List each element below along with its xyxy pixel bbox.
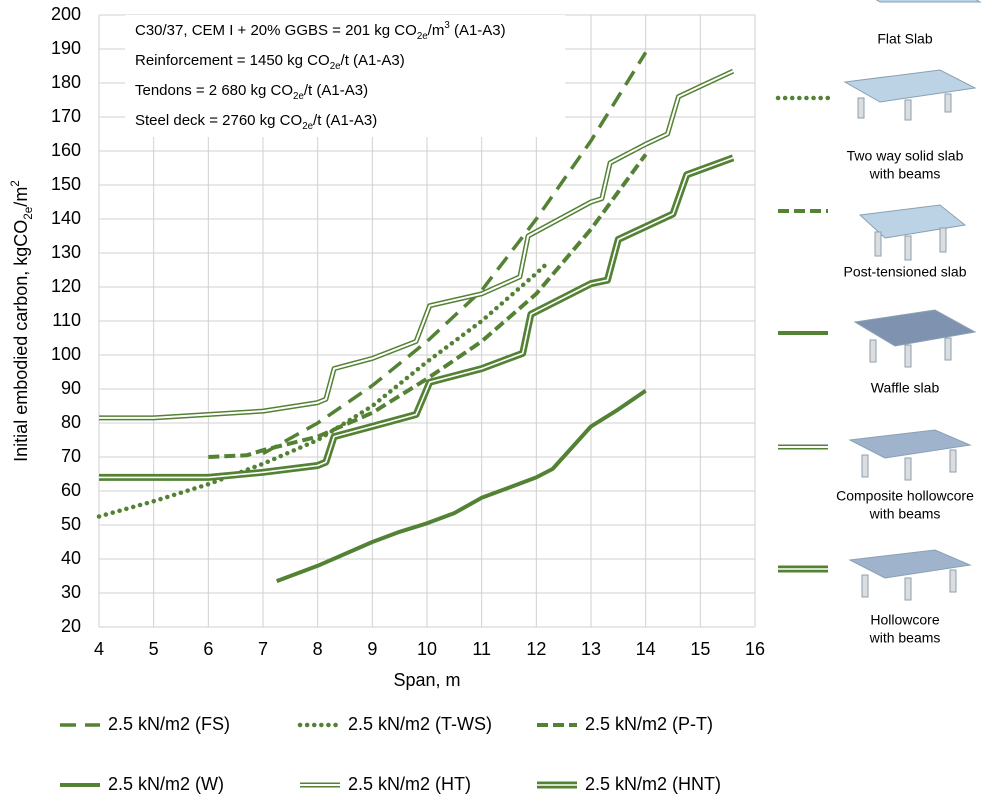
annotation-box [125, 15, 565, 137]
y-tick-label: 180 [51, 72, 81, 92]
annotation: Reinforcement = 1450 kg CO2e/t (A1-A3) [135, 52, 405, 72]
y-tick-label: 50 [61, 514, 81, 534]
text-part: Reinforcement = 1450 kg CO [135, 52, 330, 69]
slab-type-label: Hollowcore [870, 612, 939, 628]
x-tick-label: 10 [417, 639, 437, 659]
y-tick-label: 190 [51, 38, 81, 58]
text-part: Initial embodied carbon, kgCO [11, 220, 31, 462]
y-tick-label: 110 [52, 310, 81, 330]
y-tick-label: 60 [61, 480, 81, 500]
y-tick-label: 70 [61, 446, 81, 466]
text-part: Steel deck = 2760 kg CO [135, 112, 302, 129]
legend-label: 2.5 kN/m2 (T-WS) [348, 714, 492, 734]
slab-type-label: with beams [869, 166, 941, 182]
plot: C30/37, CEM I + 20% GGBS = 201 kg CO2e/m… [96, 15, 735, 583]
legend-label: 2.5 kN/m2 (W) [108, 774, 224, 794]
y-tick-label: 130 [51, 242, 81, 262]
series-line [276, 389, 647, 583]
slab-type-label: Flat Slab [877, 31, 932, 47]
text-part: 2e [22, 207, 35, 220]
annotation: Steel deck = 2760 kg CO2e/t (A1-A3) [135, 112, 377, 132]
y-tick-label: 140 [51, 208, 81, 228]
y-tick-label: 170 [51, 106, 81, 126]
y-tick-label: 90 [61, 378, 81, 398]
x-tick-label: 4 [94, 639, 104, 659]
x-tick-label: 8 [313, 639, 323, 659]
text-part: 3 [444, 20, 449, 31]
legend-label: 2.5 kN/m2 (HT) [348, 774, 471, 794]
text-part: Tendons = 2 680 kg CO [135, 82, 293, 99]
y-tick-label: 150 [51, 174, 81, 194]
y-tick-label: 30 [61, 582, 81, 602]
text-part: /m [11, 187, 31, 207]
series-line [262, 51, 648, 456]
slab-type-label: Waffle slab [871, 380, 940, 396]
y-tick-label: 120 [51, 276, 81, 296]
slab-type-label: Post-tensioned slab [844, 264, 967, 280]
text-part: (A1-A3) [450, 22, 506, 39]
text-part: 2e [417, 31, 428, 42]
y-axis-title: Initial embodied carbon, kgCO2e/m2 [9, 180, 35, 462]
x-tick-label: 7 [258, 639, 268, 659]
y-tick-label: 40 [61, 548, 81, 568]
y-tick-label: 200 [51, 4, 81, 24]
x-tick-label: 9 [367, 639, 377, 659]
legend-label: 2.5 kN/m2 (FS) [108, 714, 230, 734]
text-part: /t (A1-A3) [341, 52, 405, 69]
slab-type-label: with beams [869, 630, 941, 646]
annotation: Tendons = 2 680 kg CO2e/t (A1-A3) [135, 82, 368, 102]
series-line-inner [99, 157, 734, 479]
slab-icons [843, 0, 982, 601]
text-part: 2e [330, 61, 341, 72]
x-tick-label: 14 [636, 639, 656, 659]
x-tick-label: 15 [690, 639, 710, 659]
text-part: 2 [9, 180, 22, 187]
slab-type-label: Composite hollowcore [836, 488, 974, 504]
x-axis-title: Span, m [393, 670, 460, 690]
y-tick-label: 160 [51, 140, 81, 160]
x-tick-label: 12 [526, 639, 546, 659]
text-part: /t (A1-A3) [313, 112, 377, 129]
y-tick-label: 20 [61, 616, 81, 636]
legend-label: 2.5 kN/m2 (HNT) [585, 774, 721, 794]
legend-label: 2.5 kN/m2 (P-T) [585, 714, 713, 734]
text-part: /t (A1-A3) [304, 82, 368, 99]
text-part: C30/37, CEM I + 20% GGBS = 201 kg CO [135, 22, 417, 39]
slab-type-label: with beams [869, 506, 941, 522]
x-tick-label: 6 [203, 639, 213, 659]
x-tick-label: 5 [149, 639, 159, 659]
x-tick-label: 13 [581, 639, 601, 659]
series-line [96, 260, 550, 519]
slab-type-label: Two way solid slab [847, 148, 964, 164]
series-line-inner [99, 70, 734, 419]
annotation: C30/37, CEM I + 20% GGBS = 201 kg CO2e/m… [135, 20, 506, 42]
text-part: /m [428, 22, 445, 39]
x-tick-label: 16 [745, 639, 765, 659]
y-tick-label: 100 [51, 344, 81, 364]
y-tick-label: 80 [61, 412, 81, 432]
text-part: 2e [293, 91, 304, 102]
series-line [208, 153, 648, 459]
text-part: 2e [302, 121, 313, 132]
x-tick-label: 11 [472, 639, 491, 659]
